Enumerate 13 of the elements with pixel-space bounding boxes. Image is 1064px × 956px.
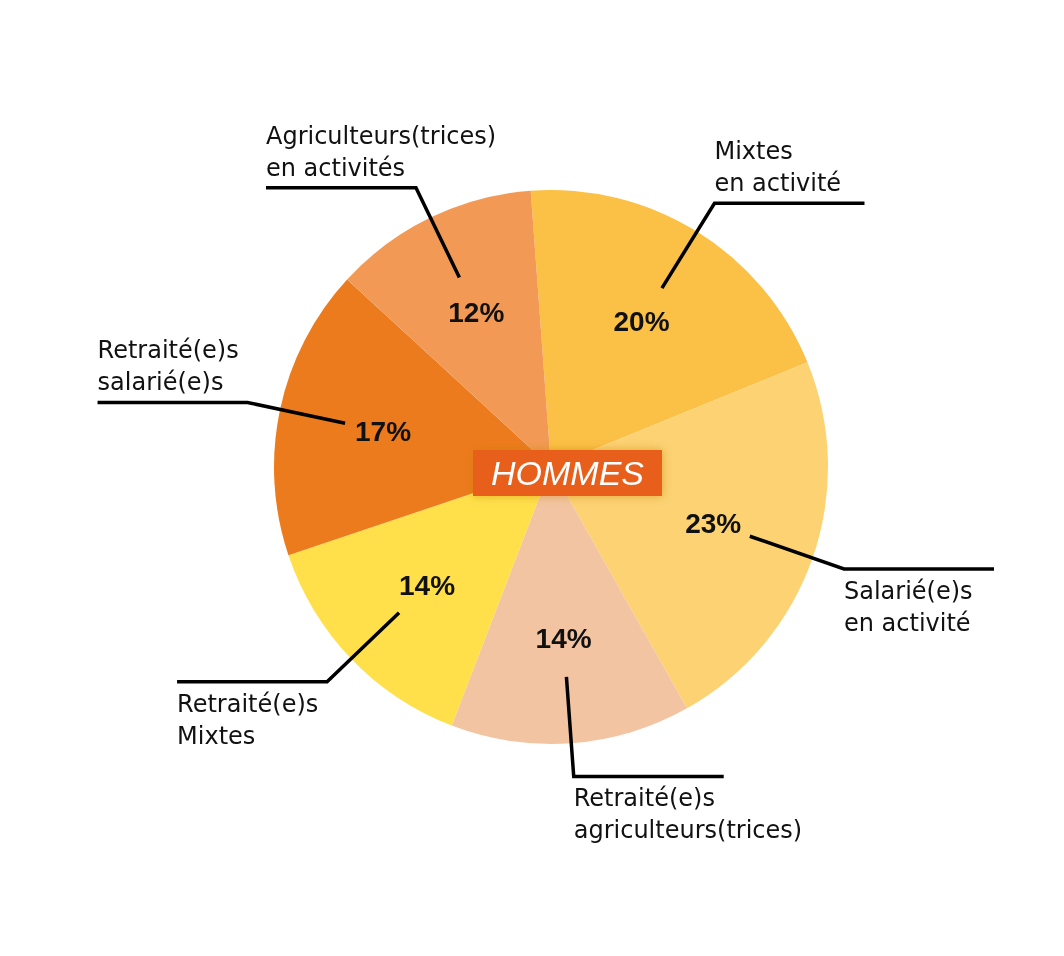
data-label: 14% [535,622,592,654]
text: HOMMES [491,454,645,492]
slice-label: Mixtes en activité [714,137,842,198]
data-label: 20% [613,305,670,337]
slice-label: Agriculteurs(trices) en activités [265,121,497,182]
data-label: 23% [685,507,742,539]
data-label: 14% [399,570,456,602]
slice-label: Retraité(e)s agriculteurs(trices) [573,784,803,845]
slice-label: Retraité(e)s Mixtes [177,689,319,750]
data-label: 12% [448,296,505,328]
data-label: 17% [354,415,412,447]
slice-label: Salarié(e)s en activité [843,577,973,638]
slice-label: Retraité(e)s salarié(e)s [97,336,239,397]
